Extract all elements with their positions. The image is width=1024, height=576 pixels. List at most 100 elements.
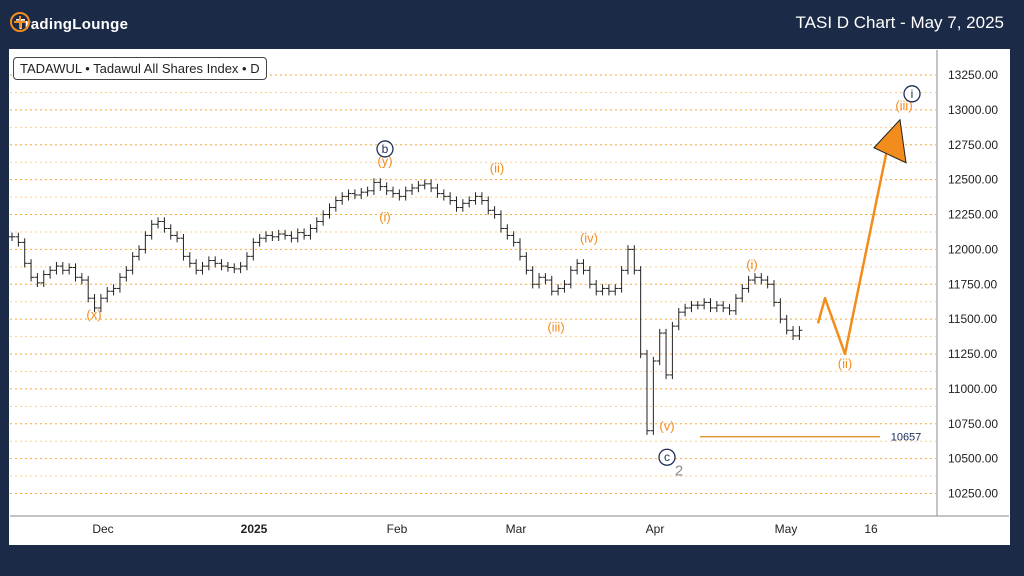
- trading-lounge-logo-icon: [10, 12, 30, 32]
- price-level-value: 10657: [891, 432, 922, 444]
- ohlc-bar: [358, 187, 365, 200]
- ohlc-bar: [713, 300, 720, 313]
- ohlc-bar: [9, 232, 15, 242]
- projection-line: [816, 144, 890, 356]
- ohlc-bar: [796, 326, 803, 341]
- ohlc-bar: [561, 280, 568, 293]
- ohlc-bar: [529, 266, 536, 289]
- ohlc-bar: [555, 284, 562, 296]
- ohlc-bar: [478, 192, 485, 205]
- logo-text: TradingLounge: [16, 15, 129, 33]
- ohlc-bar: [53, 261, 60, 275]
- ohlc-bar: [21, 238, 28, 268]
- ohlc-bar: [732, 294, 739, 315]
- ohlc-bar: [669, 321, 676, 380]
- grid-lines: [10, 74, 936, 494]
- ohlc-bar: [174, 231, 181, 243]
- ohlc-bar: [402, 186, 409, 201]
- ohlc-bar: [218, 259, 225, 271]
- ohlc-bar: [771, 280, 777, 307]
- ohlc-bar: [199, 261, 206, 275]
- wave-label-orange: (v): [659, 419, 674, 434]
- y-tick-label: 13250.00: [948, 68, 998, 82]
- symbol-label[interactable]: TADAWUL • Tadawul All Shares Index • D: [13, 57, 267, 80]
- ohlc-bar: [440, 189, 447, 201]
- ohlc-bar: [485, 196, 492, 215]
- wave-labels: (x)(y)(i)(ii)(iii)(iv)(v)(i)(ii)(iii)bci…: [86, 85, 921, 479]
- ohlc-bar: [459, 199, 466, 212]
- ohlc-bar: [313, 217, 320, 233]
- wave-label-orange: (x): [86, 307, 101, 322]
- ohlc-bar: [783, 314, 790, 335]
- ohlc-bar: [586, 266, 593, 289]
- ohlc-bar: [364, 186, 371, 197]
- wave-label-orange: (i): [746, 257, 758, 272]
- ohlc-bar: [250, 238, 257, 261]
- chart-panel[interactable]: [9, 49, 1010, 545]
- ohlc-bar: [91, 294, 98, 313]
- ohlc-bar: [15, 232, 22, 247]
- ohlc-bar: [504, 224, 511, 240]
- ohlc-bar: [66, 263, 73, 275]
- wave-circle-text: c: [664, 450, 670, 464]
- ohlc-bar: [510, 231, 517, 247]
- wave-label-orange: (ii): [838, 356, 852, 371]
- wave-circle-text: b: [382, 142, 389, 156]
- ohlc-bar: [47, 266, 54, 279]
- ohlc-bar: [517, 238, 523, 261]
- ohlc-bar: [377, 178, 384, 191]
- header-bar: TradingLounge TASI D Chart - May 7, 2025: [0, 0, 1024, 48]
- y-tick-label: 11000.00: [948, 382, 997, 396]
- ohlc-bar: [72, 263, 79, 282]
- ohlc-bar: [567, 266, 574, 289]
- wave-label-orange: (iii): [547, 320, 564, 335]
- ohlc-bars: [9, 178, 803, 435]
- ohlc-bar: [790, 326, 797, 341]
- x-tick-label: 2025: [241, 522, 268, 536]
- ohlc-bar: [428, 179, 435, 193]
- ohlc-bar: [726, 303, 733, 315]
- wave-circle: [376, 140, 394, 158]
- ohlc-bar: [574, 259, 581, 275]
- ohlc-bar: [180, 234, 187, 261]
- ohlc-bar: [701, 298, 708, 310]
- ohlc-bar: [663, 328, 670, 380]
- ohlc-bar: [243, 252, 250, 271]
- ohlc-bar: [110, 284, 117, 296]
- ohlc-bar: [739, 284, 746, 303]
- wave-circle-text: i: [911, 87, 914, 101]
- ohlc-bar: [256, 234, 263, 247]
- ohlc-bar: [301, 228, 308, 240]
- y-tick-label: 12500.00: [948, 173, 998, 187]
- ohlc-bar: [720, 300, 727, 313]
- ohlc-bar: [599, 284, 606, 296]
- ohlc-bar: [345, 189, 352, 201]
- ohlc-bar: [650, 356, 657, 435]
- ohlc-bar: [415, 181, 422, 193]
- ohlc-bar: [453, 196, 460, 212]
- y-tick-label: 11750.00: [948, 277, 997, 291]
- wave-circle: [903, 85, 921, 103]
- y-tick-label: 12250.00: [948, 208, 998, 222]
- ohlc-bar: [59, 261, 66, 275]
- ohlc-bar: [136, 245, 142, 261]
- ohlc-bar: [212, 256, 219, 268]
- wave-circle: [658, 448, 676, 466]
- time-axis: Dec 2025 Feb Mar Apr May 16: [92, 522, 878, 536]
- ohlc-bar: [745, 275, 752, 293]
- chart-title: TASI D Chart - May 7, 2025: [795, 13, 1004, 32]
- wave-label-circled: b: [376, 140, 394, 158]
- ohlc-bar: [370, 178, 377, 195]
- ohlc-bar: [294, 228, 301, 243]
- ohlc-bar: [466, 196, 473, 208]
- x-tick-label: Apr: [646, 522, 665, 536]
- ohlc-bar: [656, 328, 663, 366]
- ohlc-bar: [688, 300, 695, 313]
- y-tick-label: 10250.00: [948, 487, 998, 501]
- ohlc-bar: [224, 261, 231, 272]
- ohlc-bar: [104, 287, 111, 303]
- ohlc-bar: [593, 280, 600, 296]
- ohlc-bar: [777, 298, 784, 324]
- ohlc-bar: [536, 273, 543, 289]
- wave-label-orange: (i): [379, 209, 391, 224]
